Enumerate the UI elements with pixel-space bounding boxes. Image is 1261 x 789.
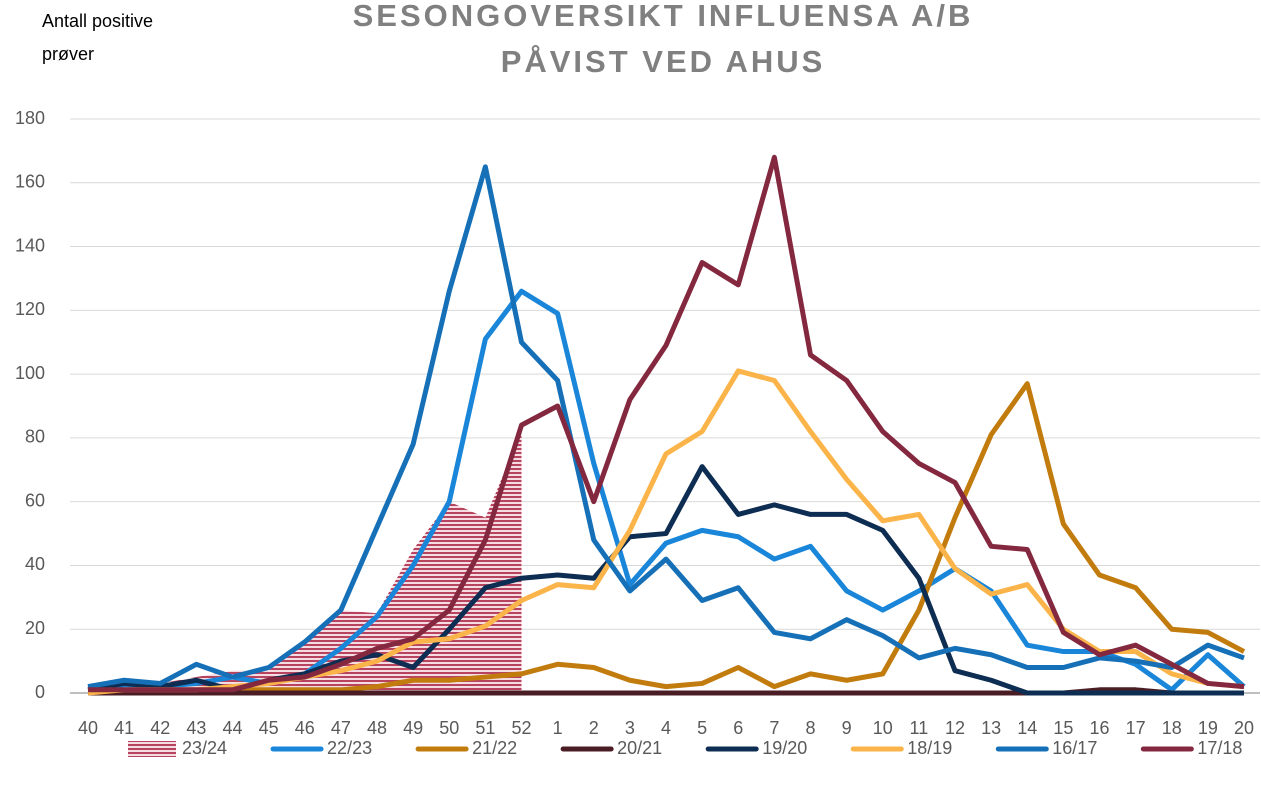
legend-label: 22/23 — [327, 738, 372, 758]
legend-label: 21/22 — [472, 738, 517, 758]
x-tick-label: 17 — [1126, 718, 1146, 738]
x-tick-label: 19 — [1198, 718, 1218, 738]
chart-title: SESONGOVERSIKT INFLUENSA A/B — [353, 0, 974, 33]
x-tick-label: 40 — [78, 718, 98, 738]
y-tick-label: 160 — [15, 172, 45, 192]
line — [88, 288, 1246, 693]
x-tick-label: 11 — [910, 718, 929, 738]
x-tick-label: 51 — [475, 718, 495, 738]
x-tick-label: 8 — [805, 718, 815, 738]
x-tick-label: 9 — [842, 718, 852, 738]
x-tick-label: 3 — [625, 718, 635, 738]
legend-label: 20/21 — [617, 738, 662, 758]
area — [88, 431, 522, 693]
legend-swatch — [128, 741, 176, 757]
x-tick-label: 49 — [403, 718, 423, 738]
legend-label: 17/18 — [1197, 738, 1242, 758]
y-tick-label: 40 — [25, 554, 45, 574]
legend-label: 18/19 — [907, 738, 952, 758]
x-tick-label: 12 — [945, 718, 965, 738]
x-tick-label: 47 — [331, 718, 351, 738]
line — [88, 154, 1245, 693]
line — [87, 164, 1245, 690]
x-tick-label: 44 — [222, 718, 242, 738]
y-tick-label: 140 — [15, 235, 45, 255]
legend-label: 16/17 — [1052, 738, 1097, 758]
y-tick-label: 120 — [15, 299, 45, 319]
x-tick-label: 4 — [661, 718, 671, 738]
y-tick-label: 20 — [25, 618, 45, 638]
line — [87, 464, 1244, 696]
legend-label: 19/20 — [762, 738, 807, 758]
x-tick-label: 10 — [873, 718, 893, 738]
x-tick-label: 52 — [511, 718, 531, 738]
x-tick-label: 20 — [1234, 718, 1254, 738]
x-tick-label: 14 — [1017, 718, 1037, 738]
x-tick-label: 42 — [150, 718, 170, 738]
y-tick-label: 100 — [15, 363, 45, 383]
y-tick-label: 180 — [15, 108, 45, 128]
x-tick-label: 15 — [1053, 718, 1073, 738]
x-tick-label: 41 — [114, 718, 134, 738]
chart-title: PÅVIST VED AHUS — [501, 44, 826, 79]
x-tick-label: 16 — [1089, 718, 1109, 738]
x-tick-label: 5 — [697, 718, 707, 738]
x-tick-label: 7 — [769, 718, 779, 738]
x-tick-label: 2 — [589, 718, 599, 738]
x-tick-label: 18 — [1162, 718, 1182, 738]
y-tick-label: 80 — [25, 427, 45, 447]
x-tick-label: 48 — [367, 718, 387, 738]
x-tick-label: 1 — [553, 718, 563, 738]
x-tick-label: 43 — [186, 718, 206, 738]
line — [88, 381, 1246, 696]
y-tick-label: 60 — [25, 490, 45, 510]
y-axis-label: Antall positive — [42, 11, 153, 31]
y-axis-label: prøver — [42, 44, 94, 64]
x-tick-label: 45 — [259, 718, 279, 738]
x-tick-label: 13 — [981, 718, 1001, 738]
x-tick-label: 46 — [295, 718, 315, 738]
x-tick-label: 50 — [439, 718, 459, 738]
legend-label: 23/24 — [182, 738, 227, 758]
x-tick-label: 6 — [733, 718, 743, 738]
y-tick-label: 0 — [35, 682, 45, 702]
